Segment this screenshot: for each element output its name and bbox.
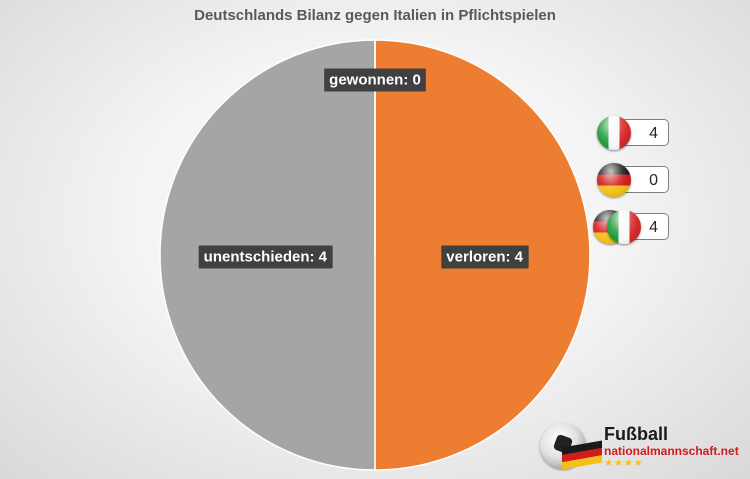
- italy-flag-icon: [597, 116, 631, 150]
- data-label-unentschieden: unentschieden: 4: [198, 245, 333, 269]
- logo-title: Fußball: [604, 424, 668, 444]
- site-logo: Fußball nationalmannschaft.net ★★★★: [540, 420, 750, 475]
- legend-value: 4: [649, 219, 658, 236]
- data-label-background: [324, 68, 426, 92]
- legend-value: 4: [649, 125, 658, 142]
- data-label-verloren: verloren: 4: [441, 245, 529, 269]
- pie-data-labels: gewonnen: 0 verloren: 4 unentschieden: 4: [198, 68, 529, 269]
- logo-stars: ★★★★: [604, 458, 644, 469]
- data-label-text: gewonnen: 0: [329, 72, 421, 89]
- data-label-text: unentschieden: 4: [204, 249, 328, 266]
- legend-item-italy: 4: [597, 116, 673, 150]
- logo-domain: nationalmannschaft.net: [604, 444, 739, 458]
- legend-item-germany: 0: [597, 163, 673, 197]
- germany-flag-icon: [597, 163, 631, 197]
- italy-flag-icon: [607, 210, 641, 244]
- chart-title: Deutschlands Bilanz gegen Italien in Pfl…: [194, 7, 556, 24]
- data-label-text: verloren: 4: [446, 249, 523, 266]
- data-label-gewonnen: gewonnen: 0: [324, 68, 426, 92]
- legend-item-draw: 4: [593, 210, 673, 244]
- data-label-background: [198, 245, 333, 269]
- data-label-background: [441, 245, 529, 269]
- legend-value: 0: [649, 172, 658, 189]
